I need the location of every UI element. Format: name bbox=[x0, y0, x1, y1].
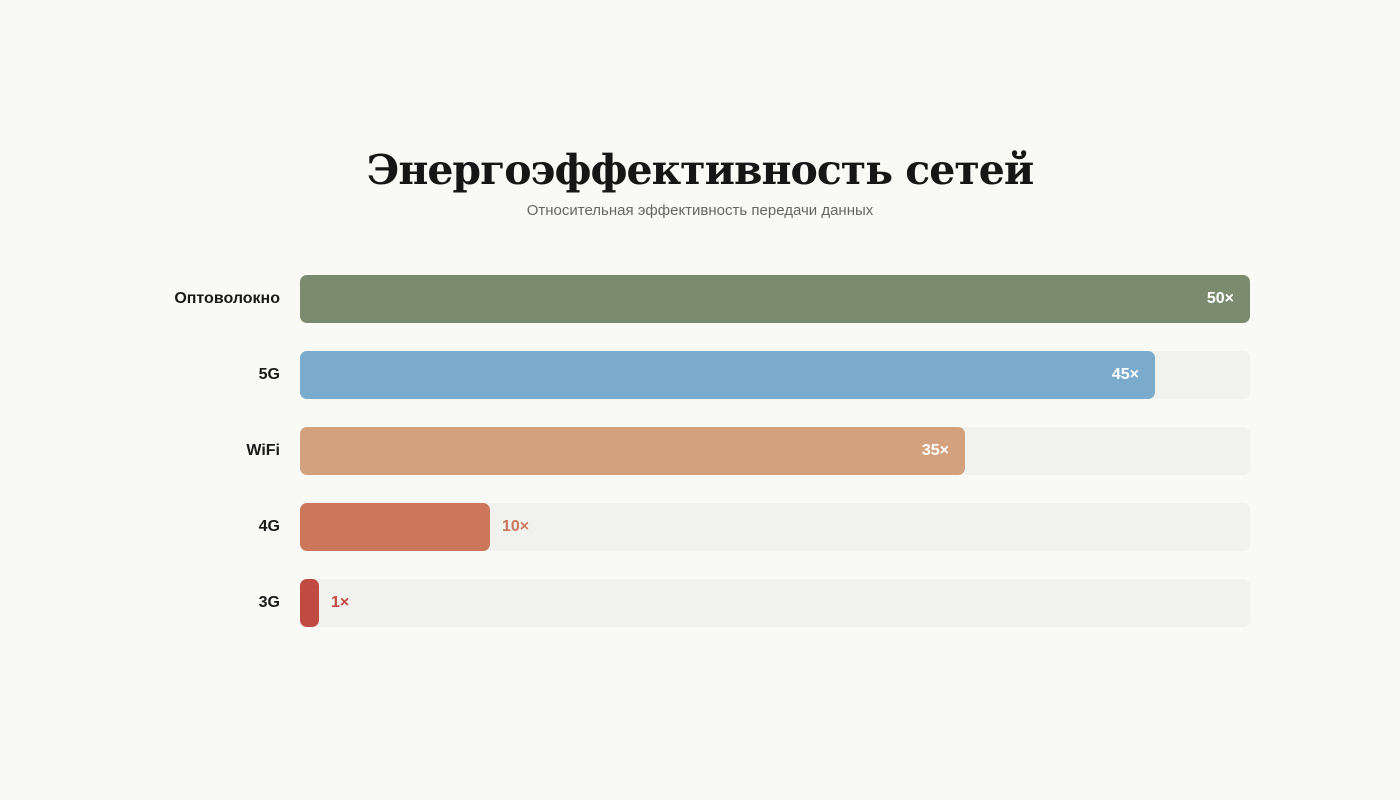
bar-chart: Оптоволокно 50× 5G 45× WiFi 35× 4G bbox=[0, 275, 1400, 655]
bar-track: 35× bbox=[300, 427, 1250, 475]
bar bbox=[300, 503, 490, 551]
chart-title: Энергоэффективность сетей bbox=[366, 146, 1035, 194]
category-label: 5G bbox=[258, 366, 280, 383]
bar-track: 1× bbox=[300, 579, 1250, 627]
bar-track: 10× bbox=[300, 503, 1250, 551]
category-label: WiFi bbox=[246, 442, 280, 459]
bar-track: 45× bbox=[300, 351, 1250, 399]
bar bbox=[300, 427, 965, 475]
value-label: 35× bbox=[921, 442, 949, 459]
bar-row: Оптоволокно 50× bbox=[0, 275, 1400, 323]
bar-row: WiFi 35× bbox=[0, 427, 1400, 475]
category-label: Оптоволокно bbox=[174, 290, 280, 307]
bar-row: 5G 45× bbox=[0, 351, 1400, 399]
value-label: 10× bbox=[502, 518, 530, 535]
bar-row: 4G 10× bbox=[0, 503, 1400, 551]
bar-row: 3G 1× bbox=[0, 579, 1400, 627]
bar bbox=[300, 579, 319, 627]
category-label: 4G bbox=[258, 518, 280, 535]
category-label: 3G bbox=[258, 594, 280, 611]
bar bbox=[300, 351, 1155, 399]
value-label: 50× bbox=[1206, 290, 1234, 307]
value-label: 1× bbox=[331, 594, 350, 611]
bar bbox=[300, 275, 1250, 323]
value-label: 45× bbox=[1111, 366, 1139, 383]
bar-track: 50× bbox=[300, 275, 1250, 323]
chart-subtitle: Относительная эффективность передачи дан… bbox=[526, 202, 874, 219]
